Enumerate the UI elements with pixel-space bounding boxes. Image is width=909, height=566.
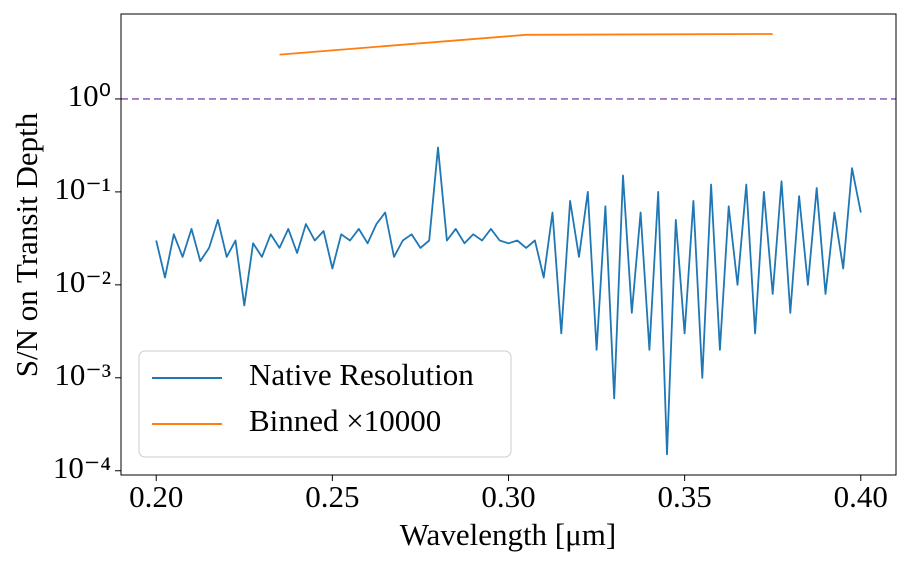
x-axis-label: Wavelength [μm]: [400, 517, 616, 552]
y-tick-label: 10⁻³: [54, 357, 111, 392]
x-tick-label: 0.35: [658, 479, 712, 514]
y-axis-label: S/N on Transit Depth: [9, 112, 44, 377]
series-line: [279, 33, 773, 56]
x-tick-label: 0.20: [129, 479, 183, 514]
plot-frame: [120, 13, 897, 476]
legend-box: [138, 350, 512, 458]
legend-label: Native Resolution: [249, 357, 474, 392]
y-tick-label: 10⁻¹: [54, 171, 111, 206]
x-tick-label: 0.30: [481, 479, 535, 514]
y-tick-label: 10⁻²: [54, 264, 111, 299]
legend-label: Binned ×10000: [249, 403, 441, 438]
series-line: [155, 146, 862, 456]
y-tick-label: 10⁰: [68, 78, 111, 113]
y-tick-label: 10⁻⁴: [53, 450, 111, 485]
x-tick-label: 0.40: [834, 479, 888, 514]
x-tick-label: 0.25: [305, 479, 359, 514]
